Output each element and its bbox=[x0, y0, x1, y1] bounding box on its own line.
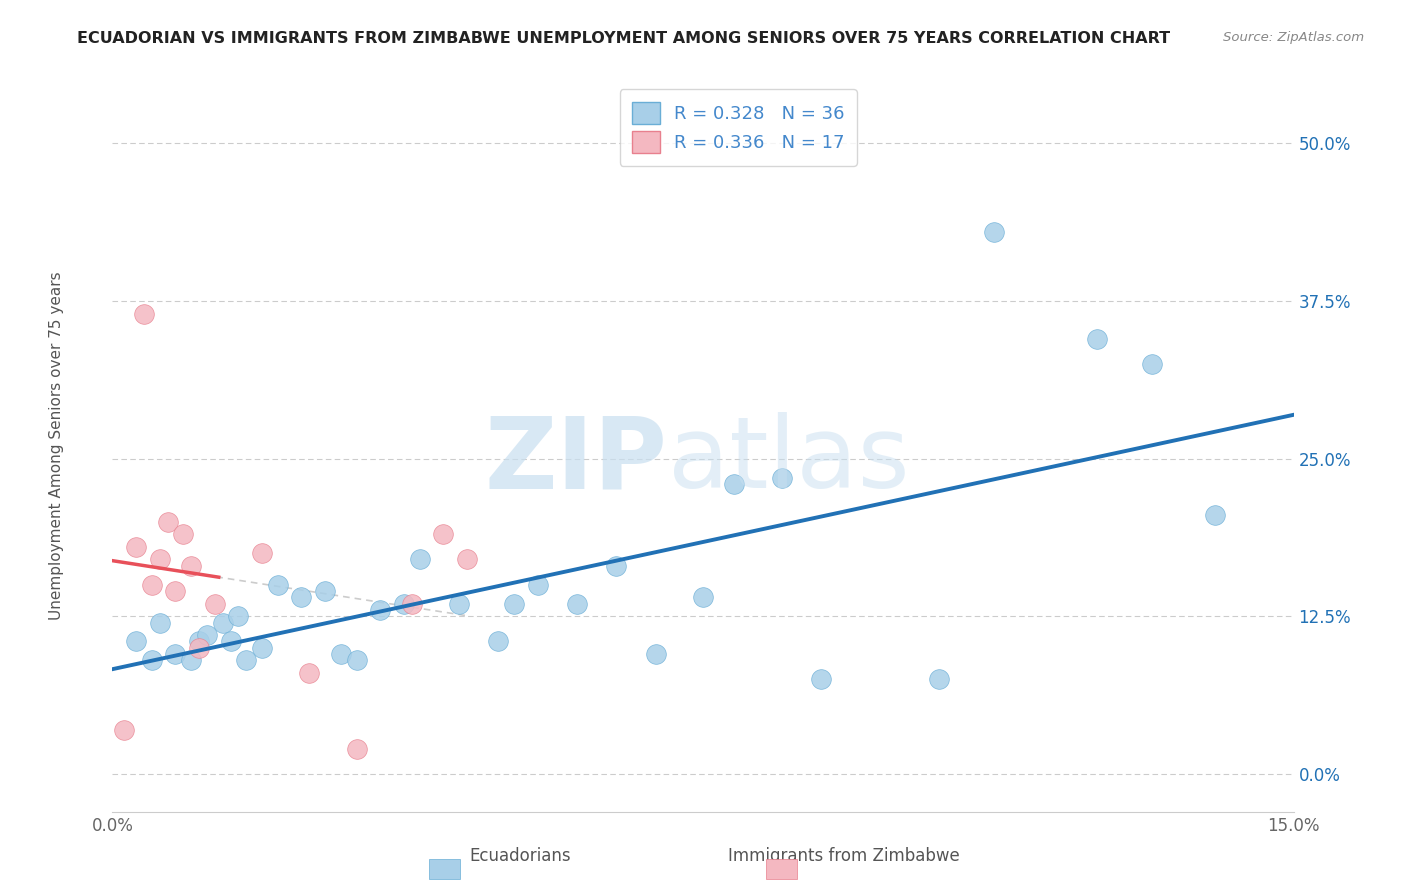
Point bbox=[565, 597, 588, 611]
Point bbox=[149, 615, 172, 630]
Point bbox=[219, 634, 242, 648]
Point bbox=[314, 584, 336, 599]
Point bbox=[644, 647, 666, 661]
Point bbox=[132, 307, 155, 321]
Point bbox=[605, 558, 627, 573]
Point bbox=[195, 628, 218, 642]
Point bbox=[267, 578, 290, 592]
Text: Immigrants from Zimbabwe: Immigrants from Zimbabwe bbox=[728, 847, 959, 865]
Text: ECUADORIAN VS IMMIGRANTS FROM ZIMBABWE UNEMPLOYMENT AMONG SENIORS OVER 75 YEARS : ECUADORIAN VS IMMIGRANTS FROM ZIMBABWE U… bbox=[77, 31, 1170, 46]
Point bbox=[1204, 508, 1226, 523]
Point bbox=[125, 634, 148, 648]
Point bbox=[188, 640, 211, 655]
Point bbox=[346, 741, 368, 756]
Point bbox=[526, 578, 548, 592]
Point bbox=[456, 552, 478, 566]
Point bbox=[172, 527, 194, 541]
Point bbox=[180, 653, 202, 667]
Point bbox=[346, 653, 368, 667]
Point bbox=[329, 647, 352, 661]
Text: Ecuadorians: Ecuadorians bbox=[470, 847, 571, 865]
Legend: R = 0.328   N = 36, R = 0.336   N = 17: R = 0.328 N = 36, R = 0.336 N = 17 bbox=[620, 89, 858, 166]
Point bbox=[250, 546, 273, 560]
Point bbox=[770, 470, 793, 484]
Point bbox=[141, 653, 163, 667]
Point bbox=[180, 558, 202, 573]
Point bbox=[165, 584, 187, 599]
Point bbox=[392, 597, 415, 611]
Text: atlas: atlas bbox=[668, 412, 910, 509]
Point bbox=[486, 634, 509, 648]
Point bbox=[928, 673, 950, 687]
Point bbox=[1085, 332, 1108, 346]
Point bbox=[149, 552, 172, 566]
Point bbox=[141, 578, 163, 592]
Text: ZIP: ZIP bbox=[485, 412, 668, 509]
Text: Source: ZipAtlas.com: Source: ZipAtlas.com bbox=[1223, 31, 1364, 45]
Point bbox=[188, 634, 211, 648]
Point bbox=[1140, 357, 1163, 371]
Point bbox=[503, 597, 526, 611]
Text: Unemployment Among Seniors over 75 years: Unemployment Among Seniors over 75 years bbox=[49, 272, 63, 620]
Point bbox=[125, 540, 148, 554]
Point bbox=[112, 723, 135, 737]
Point bbox=[810, 673, 832, 687]
Point bbox=[204, 597, 226, 611]
Point bbox=[432, 527, 454, 541]
Point bbox=[408, 552, 430, 566]
Point bbox=[983, 225, 1005, 239]
Point bbox=[692, 591, 714, 605]
Point bbox=[723, 476, 745, 491]
Point bbox=[211, 615, 233, 630]
Point bbox=[290, 591, 312, 605]
Point bbox=[298, 665, 321, 680]
Point bbox=[235, 653, 257, 667]
Point bbox=[447, 597, 470, 611]
Point bbox=[228, 609, 250, 624]
Point bbox=[368, 603, 391, 617]
Point bbox=[156, 515, 179, 529]
Point bbox=[401, 597, 423, 611]
Point bbox=[165, 647, 187, 661]
Point bbox=[250, 640, 273, 655]
